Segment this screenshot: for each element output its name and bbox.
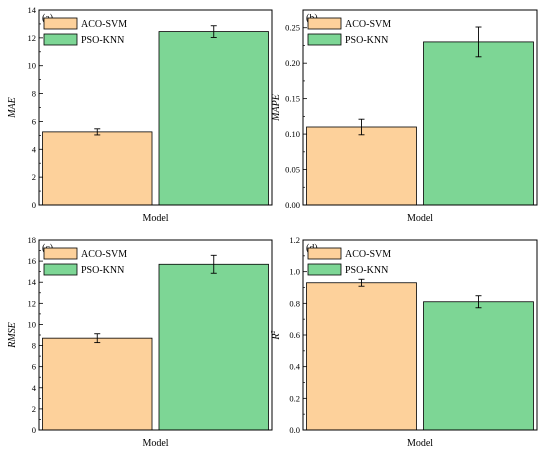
bar-pso-knn [423,301,534,431]
y-tick-label: 0.25 [285,23,300,33]
y-tick-label: 4 [32,144,37,154]
y-tick-label: 10 [28,61,37,71]
legend-swatch-pso-knn [43,33,78,46]
y-tick-label: 0.00 [285,200,300,210]
legend-swatch-aco-svm [307,17,342,30]
legend-swatch-aco-svm [43,17,78,30]
plot-frame [302,9,538,206]
y-tick-label: 6 [32,116,36,126]
y-tick-label: 0.10 [285,129,300,139]
legend-swatch-pso-knn [307,263,342,276]
chart-panel-d: 0.00.20.40.60.81.01.2ModelR2(d)ACO-SVMPS… [271,235,538,449]
legend-label-aco-svm: ACO-SVM [345,249,391,260]
y-tick-label: 10 [28,319,37,329]
error-bar-aco-svm [358,118,365,136]
x-axis-label: Model [142,438,168,449]
error-bar-aco-svm [94,128,101,136]
y-tick-label: 12 [28,298,37,308]
chart-panel-c: 024681012141618ModelRMSE(c)ACO-SVMPSO-KN… [7,235,273,449]
legend-label-aco-svm: ACO-SVM [81,249,127,260]
y-axis-label: R2 [271,330,282,340]
legend-label-pso-knn: PSO-KNN [81,35,124,46]
legend-label-aco-svm: ACO-SVM [81,19,127,30]
y-tick-label: 0.0 [289,425,300,435]
y-tick-label: 8 [32,341,36,351]
y-axis-label-superscript: 2 [271,330,277,333]
legend-label-aco-svm: ACO-SVM [345,19,391,30]
y-tick-label: 1.0 [289,267,300,277]
legend-label-pso-knn: PSO-KNN [81,265,124,276]
y-axis-label-text: MAPE [271,94,282,122]
y-tick-label: 0 [32,200,36,210]
legend-swatch-pso-knn [307,33,342,46]
y-tick-label: 0.20 [285,58,300,68]
y-tick-label: 0.15 [285,94,300,104]
x-axis-label: Model [407,213,433,224]
y-axis-label-text: R [271,333,282,340]
y-tick-label: 0.6 [289,330,300,340]
legend-swatch-aco-svm [307,247,342,260]
y-tick-label: 2 [32,404,36,414]
bar-pso-knn [423,41,534,206]
legend: ACO-SVM PSO-KNN [307,17,391,46]
bar-pso-knn [158,31,269,206]
error-bar-pso-knn [475,26,482,58]
bar-aco-svm [42,131,153,206]
y-tick-label: 0.4 [289,362,300,372]
legend-swatch-aco-svm [43,247,78,260]
bar-pso-knn [158,263,269,431]
error-bar-aco-svm [94,333,101,344]
y-tick-label: 14 [28,5,37,15]
legend: ACO-SVM PSO-KNN [43,17,127,46]
y-tick-label: 16 [28,256,37,266]
chart-panel-b: 0.000.050.100.150.200.25ModelMAPE(b)ACO-… [271,9,538,224]
legend-swatch-pso-knn [43,263,78,276]
y-tick-label: 6 [32,362,36,372]
y-tick-label: 4 [32,383,37,393]
y-axis-label: RMSE [7,322,18,349]
y-axis-label-text: MAE [7,97,18,119]
y-tick-label: 0.8 [289,298,300,308]
y-tick-label: 18 [28,235,37,245]
y-tick-label: 0.2 [289,393,300,403]
legend: ACO-SVM PSO-KNN [43,247,127,276]
error-bar-pso-knn [210,254,217,274]
y-tick-label: 0 [32,425,36,435]
bar-aco-svm [306,126,417,206]
x-axis-label: Model [142,213,168,224]
y-tick-label: 1.2 [289,235,300,245]
x-axis-label: Model [407,438,433,449]
y-tick-label: 0.05 [285,165,300,175]
legend: ACO-SVM PSO-KNN [307,247,391,276]
y-tick-label: 2 [32,172,36,182]
legend-label-pso-knn: PSO-KNN [345,265,388,276]
legend-label-pso-knn: PSO-KNN [345,35,388,46]
y-tick-label: 12 [28,33,37,43]
y-tick-label: 14 [28,277,37,287]
bar-aco-svm [42,337,153,431]
error-bar-pso-knn [210,25,217,38]
y-tick-label: 8 [32,89,36,99]
error-bar-pso-knn [475,295,482,309]
error-bar-aco-svm [358,278,365,287]
bar-aco-svm [306,282,417,431]
y-axis-label: MAE [7,97,18,119]
y-axis-label: MAPE [271,94,282,122]
y-axis-label-text: RMSE [7,322,18,349]
